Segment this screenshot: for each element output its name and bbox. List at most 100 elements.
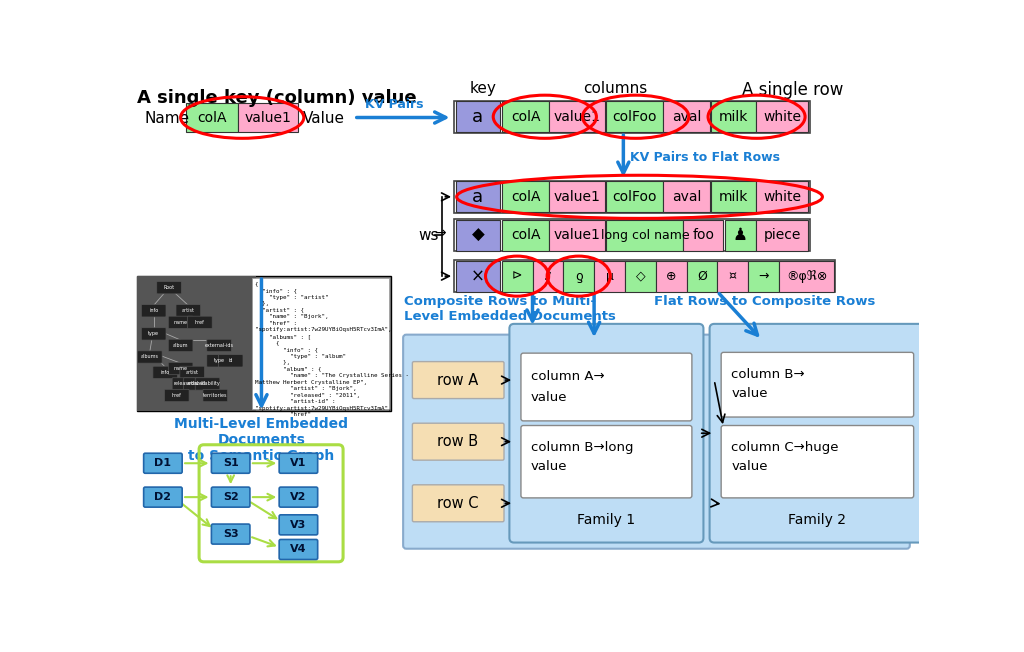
Text: artist: artist <box>185 370 199 375</box>
FancyBboxPatch shape <box>143 453 182 473</box>
FancyBboxPatch shape <box>187 316 212 329</box>
FancyBboxPatch shape <box>686 261 717 291</box>
Text: "spotify:artist:7w29UYBiOqsH5RTcv3ImA",: "spotify:artist:7w29UYBiOqsH5RTcv3ImA", <box>255 327 391 333</box>
Text: column A→: column A→ <box>531 370 604 383</box>
FancyBboxPatch shape <box>176 304 201 317</box>
FancyBboxPatch shape <box>711 181 756 212</box>
Text: territories: territories <box>203 393 227 398</box>
FancyBboxPatch shape <box>521 426 692 498</box>
Text: artist-id: artist-id <box>186 381 206 387</box>
Text: D1: D1 <box>155 458 171 468</box>
Text: availability: availability <box>195 381 221 387</box>
Text: ¤: ¤ <box>729 270 736 282</box>
Text: ♟: ♟ <box>733 226 748 244</box>
Text: "name" : "Bjork",: "name" : "Bjork", <box>255 314 328 319</box>
FancyBboxPatch shape <box>137 276 256 411</box>
FancyBboxPatch shape <box>252 278 389 409</box>
Text: ♪: ♪ <box>544 270 552 282</box>
Text: "href" :: "href" : <box>255 321 297 326</box>
Text: aval: aval <box>672 190 701 204</box>
Text: row B: row B <box>437 434 478 449</box>
FancyBboxPatch shape <box>683 220 724 251</box>
Text: value1: value1 <box>554 228 601 243</box>
FancyBboxPatch shape <box>502 101 550 132</box>
FancyBboxPatch shape <box>664 101 710 132</box>
FancyBboxPatch shape <box>655 261 686 291</box>
Text: info: info <box>161 370 170 375</box>
FancyBboxPatch shape <box>779 261 835 291</box>
FancyBboxPatch shape <box>168 339 193 351</box>
FancyBboxPatch shape <box>606 220 683 251</box>
Text: S1: S1 <box>223 458 239 468</box>
Text: value: value <box>531 460 567 473</box>
FancyBboxPatch shape <box>196 378 220 390</box>
Text: name: name <box>174 366 187 371</box>
Text: "released" : "2011",: "released" : "2011", <box>255 393 359 398</box>
FancyBboxPatch shape <box>456 220 500 251</box>
FancyBboxPatch shape <box>137 276 391 411</box>
FancyBboxPatch shape <box>153 366 177 379</box>
Text: Multi-Level Embedded
Documents
to Semantic Graph: Multi-Level Embedded Documents to Semant… <box>174 417 348 464</box>
Text: V3: V3 <box>290 520 306 530</box>
Text: href: href <box>195 320 205 325</box>
Text: "artist" : {: "artist" : { <box>255 308 303 313</box>
FancyBboxPatch shape <box>180 366 205 379</box>
FancyBboxPatch shape <box>239 103 298 132</box>
Text: A single key (column) value: A single key (column) value <box>137 89 417 107</box>
FancyBboxPatch shape <box>756 181 808 212</box>
Text: Value: Value <box>303 111 345 126</box>
Text: id: id <box>228 359 232 363</box>
Text: Matthew Herbert Crystalline EP",: Matthew Herbert Crystalline EP", <box>255 379 367 385</box>
FancyBboxPatch shape <box>280 453 317 473</box>
Text: ⊳: ⊳ <box>512 270 522 282</box>
Text: type: type <box>214 359 224 363</box>
FancyBboxPatch shape <box>710 324 926 542</box>
Text: long col name: long col name <box>601 229 689 242</box>
Text: {: { <box>255 340 279 346</box>
Text: columns: columns <box>584 82 648 96</box>
FancyBboxPatch shape <box>456 181 500 212</box>
Text: "type" : "artist": "type" : "artist" <box>255 295 328 300</box>
FancyBboxPatch shape <box>749 261 779 291</box>
Text: albums: albums <box>141 355 159 359</box>
Text: Ø: Ø <box>697 270 707 282</box>
Text: ®φℜ⊗: ®φℜ⊗ <box>786 270 827 282</box>
FancyBboxPatch shape <box>721 352 913 417</box>
Text: S3: S3 <box>223 529 239 539</box>
FancyBboxPatch shape <box>721 426 913 498</box>
FancyBboxPatch shape <box>413 423 504 460</box>
FancyBboxPatch shape <box>143 487 182 507</box>
Text: href: href <box>172 393 181 398</box>
FancyBboxPatch shape <box>207 339 231 351</box>
Text: ×: × <box>471 267 484 285</box>
Text: KV Pairs to Flat Rows: KV Pairs to Flat Rows <box>630 151 779 164</box>
Text: white: white <box>763 110 801 124</box>
Text: ⊕: ⊕ <box>666 270 676 282</box>
FancyBboxPatch shape <box>521 353 692 421</box>
Text: "href": "href" <box>255 413 310 417</box>
FancyBboxPatch shape <box>725 220 756 251</box>
FancyBboxPatch shape <box>403 334 909 549</box>
FancyBboxPatch shape <box>172 378 197 390</box>
FancyBboxPatch shape <box>532 261 563 291</box>
FancyBboxPatch shape <box>218 355 243 367</box>
FancyBboxPatch shape <box>606 181 664 212</box>
FancyBboxPatch shape <box>203 389 227 402</box>
Text: name: name <box>174 320 187 325</box>
FancyBboxPatch shape <box>211 487 250 507</box>
Text: D2: D2 <box>155 492 171 502</box>
Text: KV Pairs: KV Pairs <box>366 98 424 111</box>
Text: "spotify:artist:7w29UYBiOqsH5RTcv3ImA",: "spotify:artist:7w29UYBiOqsH5RTcv3ImA", <box>255 406 391 411</box>
Text: "artist-id" :: "artist-id" : <box>255 399 335 404</box>
Text: album: album <box>173 343 188 348</box>
FancyBboxPatch shape <box>717 261 749 291</box>
Text: info: info <box>150 308 159 313</box>
Text: colA: colA <box>511 228 541 243</box>
FancyBboxPatch shape <box>502 181 550 212</box>
FancyBboxPatch shape <box>664 181 710 212</box>
FancyBboxPatch shape <box>165 389 189 402</box>
Text: "albums" : [: "albums" : [ <box>255 334 310 339</box>
FancyBboxPatch shape <box>137 351 162 363</box>
FancyBboxPatch shape <box>711 101 756 132</box>
Text: value1: value1 <box>554 110 601 124</box>
